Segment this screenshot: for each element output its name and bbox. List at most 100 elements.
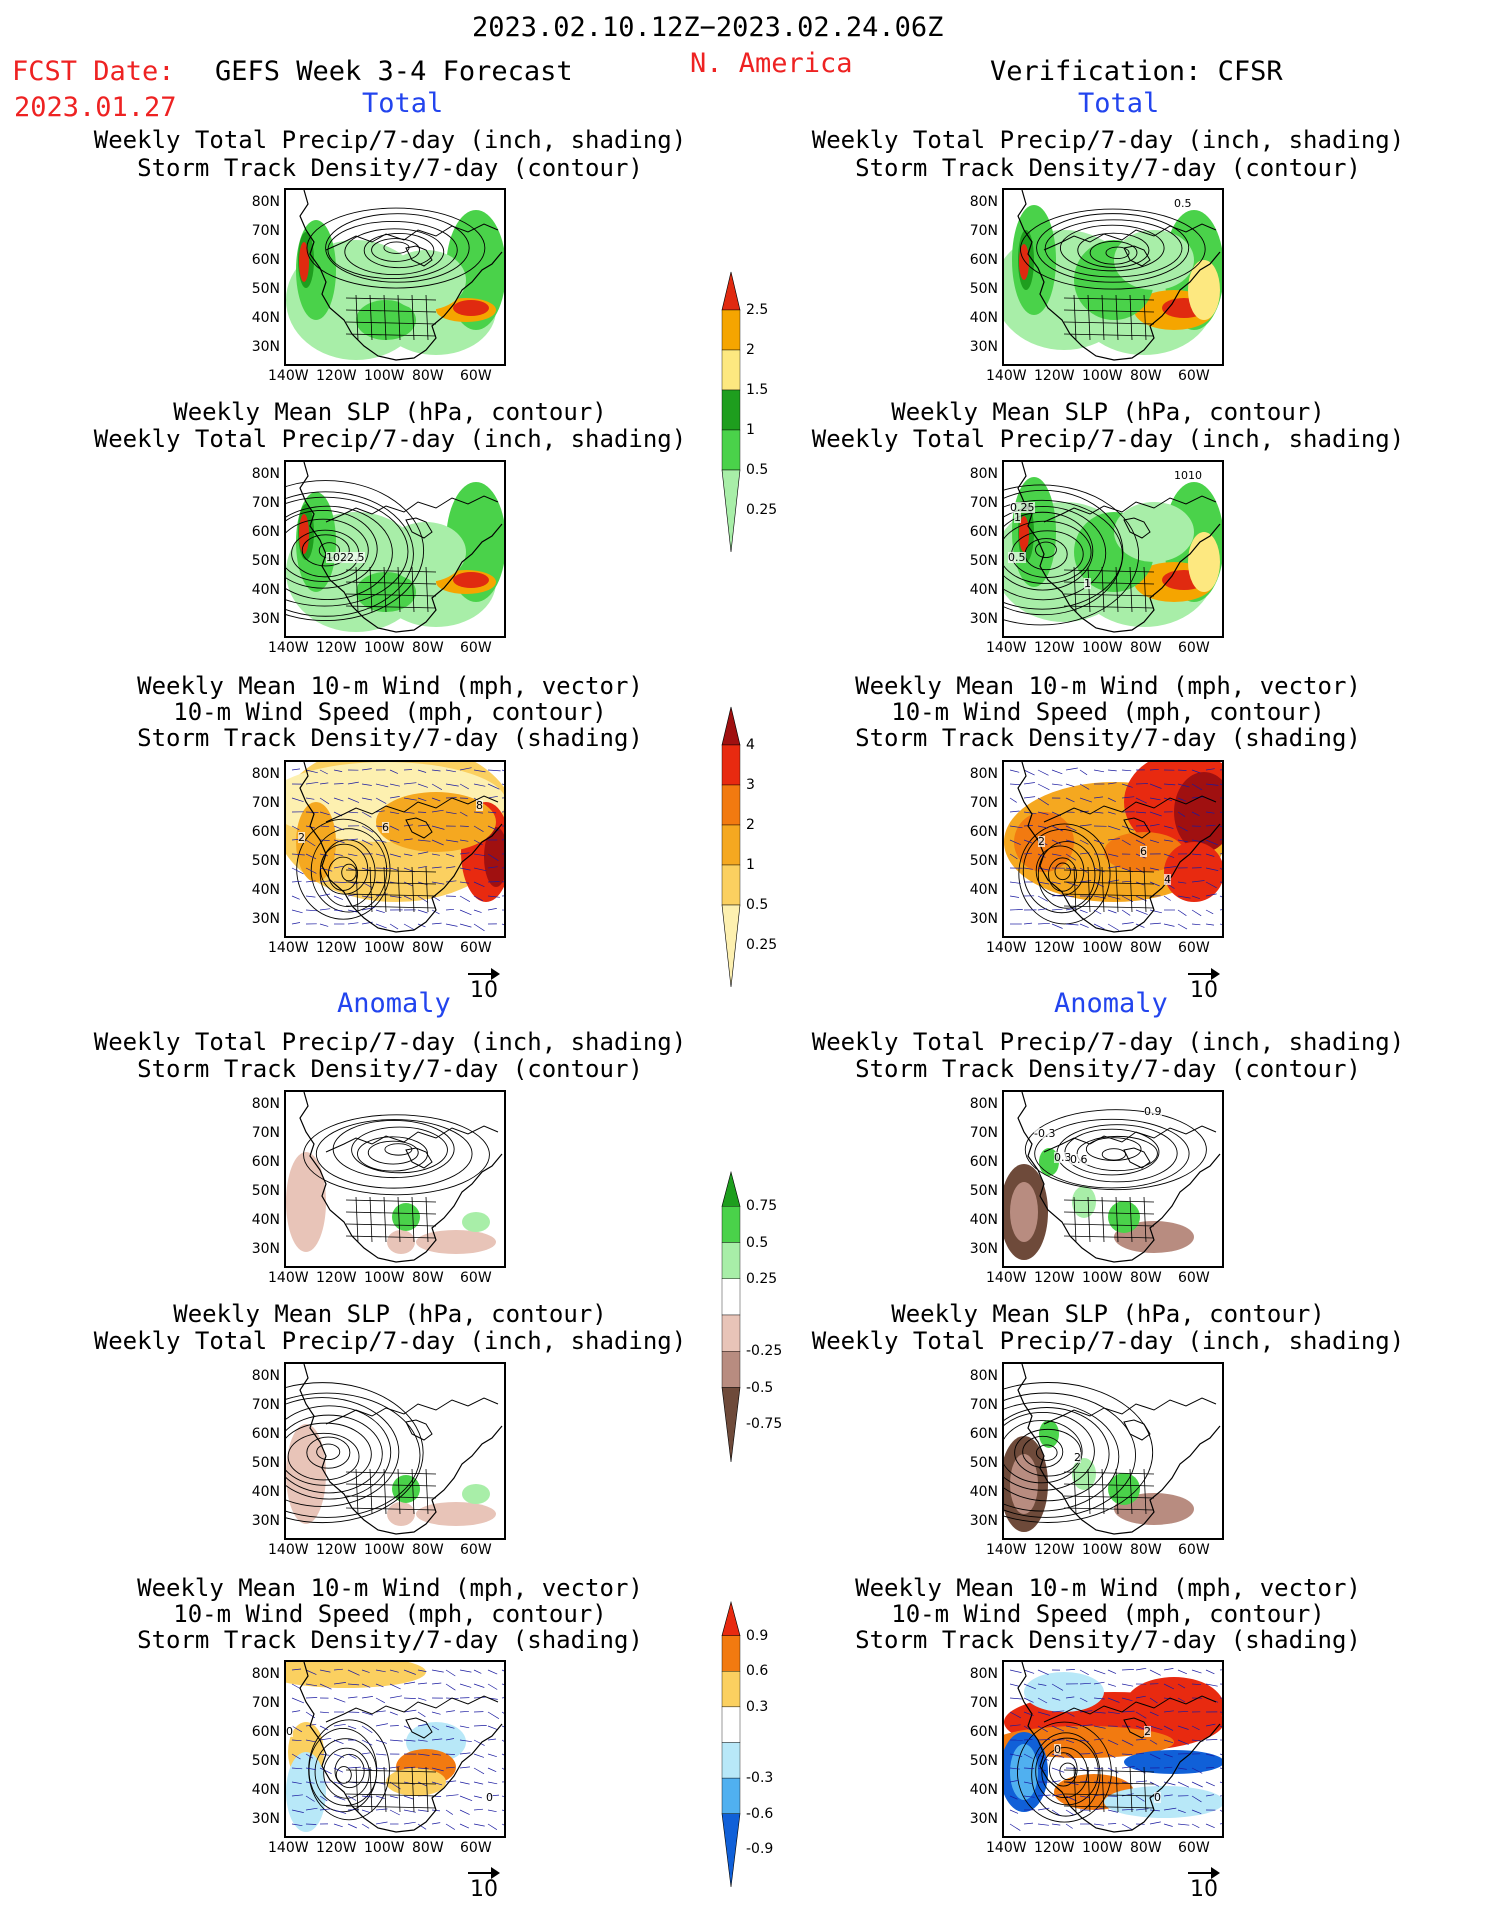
lat-tick-label: 30N xyxy=(251,339,280,355)
vector-ref-label: 10 xyxy=(470,978,498,1003)
panel6-left-title2: 10-m Wind Speed (mph, contour) xyxy=(173,1600,607,1628)
panel3-right-title2: 10-m Wind Speed (mph, contour) xyxy=(891,698,1325,726)
lat-tick-label: 70N xyxy=(251,795,280,811)
lon-tick-label: 100W xyxy=(1082,1270,1123,1286)
lon-tick-label: 120W xyxy=(1034,640,1075,656)
colorbar-tick-label: 1 xyxy=(746,422,755,438)
lat-tick-label: 60N xyxy=(969,1154,998,1170)
lon-tick-label: 80W xyxy=(1130,940,1162,956)
lon-tick-label: 60W xyxy=(460,640,492,656)
lon-tick-label: 60W xyxy=(460,1542,492,1558)
colorbar-storm-anom xyxy=(721,1600,741,1888)
map-contour-label: 1022.5 xyxy=(326,551,365,564)
lat-tick-label: 80N xyxy=(251,466,280,482)
colorbar-tick-label: -0.6 xyxy=(746,1805,774,1822)
map-contour-label: 0.9 xyxy=(1144,1105,1162,1118)
map-panel-r5-verification: 2 xyxy=(1002,1362,1224,1540)
lat-tick-label: 50N xyxy=(969,853,998,869)
map-panel-r6-verification: 0 2 0 xyxy=(1002,1660,1224,1838)
colorbar-tick-label: 0.5 xyxy=(746,462,769,478)
lat-tick-label: 80N xyxy=(251,766,280,782)
lon-tick-label: 100W xyxy=(1082,940,1123,956)
vector-ref-arrow xyxy=(1188,968,1220,980)
lon-tick-label: 60W xyxy=(460,368,492,384)
lon-tick-label: 140W xyxy=(268,640,309,656)
lat-tick-label: 60N xyxy=(969,524,998,540)
panel2-right-title1: Weekly Mean SLP (hPa, contour) xyxy=(891,398,1325,426)
lat-tick-label: 40N xyxy=(969,882,998,898)
lat-tick-label: 60N xyxy=(969,824,998,840)
lon-tick-label: 80W xyxy=(412,1270,444,1286)
lat-tick-label: 30N xyxy=(251,611,280,627)
colorbar-tick-label: 1.5 xyxy=(746,382,769,398)
panel6-left-title3: Storm Track Density/7-day (shading) xyxy=(137,1626,643,1654)
map-contour-label: 0 xyxy=(1154,1791,1161,1804)
panel4-left-title1: Weekly Total Precip/7-day (inch, shading… xyxy=(93,1028,687,1056)
colorbar-tick-label: 2 xyxy=(746,342,755,358)
lon-tick-label: 140W xyxy=(986,1542,1027,1558)
panel5-left-title2: Weekly Total Precip/7-day (inch, shading… xyxy=(93,1327,687,1355)
map-contour-label: 6 xyxy=(382,821,389,834)
lon-tick-label: 100W xyxy=(1082,1542,1123,1558)
lon-tick-label: 100W xyxy=(364,1270,405,1286)
map-contour-label: 1 xyxy=(1084,577,1091,590)
panel4-left-title2: Storm Track Density/7-day (contour) xyxy=(137,1055,643,1083)
map-panel-r3-forecast: 2 6 8 xyxy=(284,760,506,938)
lat-tick-label: 70N xyxy=(969,223,998,239)
anomaly-left-label: Anomaly xyxy=(337,988,451,1019)
lat-tick-label: 40N xyxy=(251,1212,280,1228)
lon-tick-label: 140W xyxy=(268,940,309,956)
lon-tick-label: 120W xyxy=(1034,940,1075,956)
lat-tick-label: 30N xyxy=(969,911,998,927)
colorbar-tick-label: 4 xyxy=(746,737,755,753)
lat-tick-label: 40N xyxy=(251,882,280,898)
lon-tick-label: 60W xyxy=(460,1270,492,1286)
lat-tick-label: 40N xyxy=(251,1484,280,1500)
colorbar-tick-label: -0.5 xyxy=(746,1379,774,1396)
lat-tick-label: 30N xyxy=(251,1811,280,1827)
lon-tick-label: 100W xyxy=(364,1840,405,1856)
total-right-label: Total xyxy=(1078,88,1160,119)
lat-tick-label: 80N xyxy=(969,466,998,482)
panel3-left-title2: 10-m Wind Speed (mph, contour) xyxy=(173,698,607,726)
lon-tick-label: 60W xyxy=(1178,1840,1210,1856)
lat-tick-label: 60N xyxy=(251,1426,280,1442)
lon-tick-label: 100W xyxy=(364,368,405,384)
lat-tick-label: 30N xyxy=(251,1513,280,1529)
lat-tick-label: 60N xyxy=(251,252,280,268)
panel2-left-title1: Weekly Mean SLP (hPa, contour) xyxy=(173,398,607,426)
panel6-left-title1: Weekly Mean 10-m Wind (mph, vector) xyxy=(137,1574,643,1602)
lat-tick-label: 70N xyxy=(251,495,280,511)
lon-tick-label: 100W xyxy=(364,940,405,956)
lat-tick-label: 30N xyxy=(969,339,998,355)
lat-tick-label: 60N xyxy=(251,1724,280,1740)
colorbar-tick-label: 0.75 xyxy=(746,1198,778,1215)
lat-tick-label: 50N xyxy=(969,1183,998,1199)
lat-tick-label: 70N xyxy=(969,495,998,511)
map-panel-r3-verification: 2 6 4 xyxy=(1002,760,1224,938)
lat-tick-label: 50N xyxy=(251,553,280,569)
total-left-label: Total xyxy=(362,88,444,119)
map-panel-r4-forecast xyxy=(284,1090,506,1268)
vector-ref-arrow xyxy=(468,968,500,980)
lon-tick-label: 60W xyxy=(460,1840,492,1856)
lat-tick-label: 50N xyxy=(969,1455,998,1471)
lon-tick-label: 120W xyxy=(316,1542,357,1558)
lat-tick-label: 30N xyxy=(251,911,280,927)
lat-tick-label: 70N xyxy=(969,795,998,811)
lat-tick-label: 40N xyxy=(969,1212,998,1228)
lat-tick-label: 80N xyxy=(251,194,280,210)
lat-tick-label: 80N xyxy=(969,766,998,782)
lon-tick-label: 120W xyxy=(316,640,357,656)
lat-tick-label: 60N xyxy=(969,1426,998,1442)
colorbar-tick-label: -0.3 xyxy=(746,1770,774,1787)
map-contour-label: 1 xyxy=(1014,511,1021,524)
lon-tick-label: 80W xyxy=(412,1542,444,1558)
lon-tick-label: 140W xyxy=(268,1270,309,1286)
colorbar-tick-label: 2 xyxy=(746,817,755,833)
map-panel-r1-forecast xyxy=(284,188,506,366)
lon-tick-label: 60W xyxy=(1178,940,1210,956)
lon-tick-label: 140W xyxy=(986,640,1027,656)
lat-tick-label: 40N xyxy=(969,1782,998,1798)
